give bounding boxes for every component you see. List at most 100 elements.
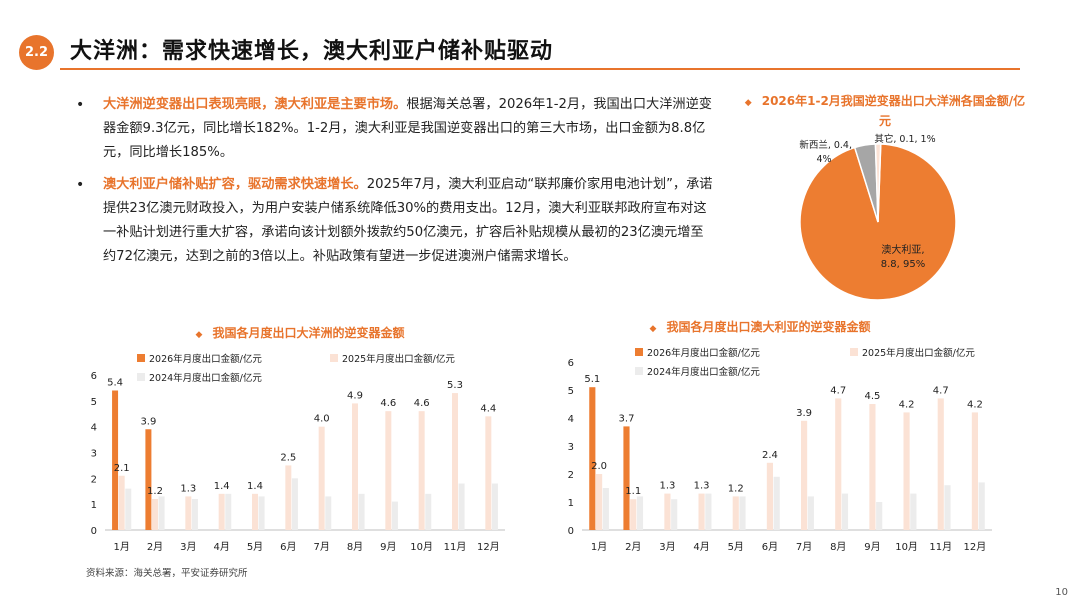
diamond-icon: ◆ — [744, 98, 752, 108]
bar — [732, 496, 739, 530]
legend-label: 2024年月度出口金额/亿元 — [647, 366, 760, 378]
bar — [152, 499, 158, 530]
x-tick-label: 3月 — [180, 541, 196, 553]
bar — [145, 429, 152, 530]
y-tick-label: 4 — [91, 423, 97, 434]
bar-chart-oceania-title: ◆ 我国各月度出口大洋洲的逆变器金额 — [120, 324, 480, 344]
legend-label: 2024年月度出口金额/亿元 — [149, 372, 262, 384]
legend-swatch — [635, 367, 643, 375]
bar — [291, 478, 298, 530]
bar — [318, 426, 325, 530]
x-tick-label: 4月 — [693, 541, 709, 553]
bar — [807, 496, 814, 530]
bullet-list: 大洋洲逆变器出口表现亮眼，澳大利亚是主要市场。根据海关总署，2026年1-2月，… — [76, 93, 716, 277]
x-tick-label: 2月 — [625, 541, 641, 553]
bar — [425, 493, 432, 530]
data-label: 4.2 — [899, 399, 915, 410]
data-label: 4.9 — [347, 390, 363, 401]
bar — [185, 496, 192, 530]
y-tick-label: 2 — [568, 470, 574, 481]
bar — [944, 485, 951, 530]
bullet-text: 根据海关总署，2026年1-2月，我国出口大洋洲逆变器金额9.3亿元，同比增长1… — [103, 97, 712, 160]
bar — [191, 499, 198, 530]
y-tick-label: 5 — [91, 397, 97, 408]
pie-chart-title: ◆ 2026年1-2月我国逆变器出口大洋洲各国金额/亿元 — [740, 92, 1030, 130]
x-tick-label: 12月 — [964, 541, 987, 553]
bar — [841, 493, 849, 530]
bar — [452, 393, 458, 530]
pie-title-text: 2026年1-2月我国逆变器出口大洋洲各国金额/亿元 — [761, 94, 1026, 128]
data-label: 5.3 — [447, 380, 463, 391]
bar — [630, 499, 637, 530]
pie-label: 8.8, 95% — [881, 259, 926, 270]
x-tick-label: 6月 — [280, 541, 296, 553]
legend-swatch — [330, 354, 338, 362]
x-tick-label: 3月 — [659, 541, 675, 553]
data-label: 2.0 — [591, 461, 607, 472]
bar-chart-oceania: 0 1 2 3 4 5 6 1月 5.4 2.1 2月 3.9 1.2 3月 1.3 4月 1.4 5月 1.4 6月… — [91, 353, 505, 553]
x-tick-label: 1月 — [591, 541, 607, 553]
legend-swatch — [635, 348, 643, 356]
bar — [766, 462, 773, 530]
data-label: 1.4 — [214, 481, 230, 492]
bar — [835, 398, 842, 530]
data-label: 1.3 — [694, 481, 710, 492]
x-tick-label: 5月 — [728, 541, 744, 553]
bar — [869, 404, 876, 530]
legend-swatch — [137, 354, 145, 362]
bar — [698, 493, 705, 530]
bar — [739, 496, 746, 530]
legend-swatch — [137, 373, 145, 381]
page-title: 大洋洲：需求快速增长，澳大利亚户储补贴驱动 — [70, 39, 554, 64]
bar — [671, 499, 678, 530]
data-label: 3.9 — [140, 416, 156, 427]
bar — [636, 496, 644, 530]
data-label: 1.2 — [147, 486, 163, 497]
x-tick-label: 9月 — [380, 541, 396, 553]
bar — [903, 412, 910, 530]
bar — [325, 496, 332, 530]
data-label: 1.4 — [247, 481, 263, 492]
data-label: 2.4 — [762, 450, 778, 461]
bullet-item: 澳大利亚户储补贴扩容，驱动需求快速增长。2025年7月，澳大利亚启动“联邦廉价家… — [76, 173, 716, 269]
pie-label: 澳大利亚, — [881, 243, 924, 256]
bar — [218, 493, 225, 530]
bar — [705, 493, 712, 530]
diamond-icon: ◆ — [195, 330, 203, 340]
x-tick-label: 6月 — [762, 541, 778, 553]
bar — [602, 488, 609, 530]
bar — [876, 502, 883, 530]
bullet-highlight: 澳大利亚户储补贴扩容，驱动需求快速增长。 — [103, 177, 367, 192]
bar — [978, 482, 985, 530]
source-note: 资料来源：海关总署，平安证券研究所 — [86, 568, 248, 579]
bar — [937, 398, 944, 530]
bar — [158, 496, 165, 530]
data-label: 4.7 — [830, 385, 846, 396]
bar — [252, 493, 258, 530]
diamond-icon: ◆ — [649, 324, 657, 334]
x-tick-label: 12月 — [477, 541, 500, 553]
y-tick-label: 6 — [568, 358, 574, 369]
bar — [112, 390, 119, 530]
x-tick-label: 11月 — [929, 541, 952, 553]
x-tick-label: 1月 — [113, 541, 129, 553]
data-label: 2.5 — [280, 452, 296, 463]
bullet-highlight: 大洋洲逆变器出口表现亮眼，澳大利亚是主要市场。 — [103, 97, 407, 112]
data-label: 4.5 — [864, 391, 880, 402]
pie-chart: 澳大利亚, 8.8, 95% 新西兰, 0.4, 4% 其它, 0.1, 1% — [799, 133, 957, 301]
legend-swatch — [850, 348, 858, 356]
x-tick-label: 8月 — [347, 541, 363, 553]
title-divider — [60, 68, 1020, 70]
section-badge: 2.2 — [19, 35, 54, 70]
bar — [910, 493, 917, 530]
x-tick-label: 11月 — [444, 541, 467, 553]
data-label: 5.1 — [584, 374, 600, 385]
y-tick-label: 0 — [568, 526, 574, 537]
x-tick-label: 5月 — [247, 541, 263, 553]
bar — [596, 474, 603, 530]
x-tick-label: 8月 — [830, 541, 846, 553]
bullet-item: 大洋洲逆变器出口表现亮眼，澳大利亚是主要市场。根据海关总署，2026年1-2月，… — [76, 93, 716, 165]
bar — [773, 476, 780, 530]
bar — [225, 493, 232, 530]
y-tick-label: 4 — [568, 414, 574, 425]
